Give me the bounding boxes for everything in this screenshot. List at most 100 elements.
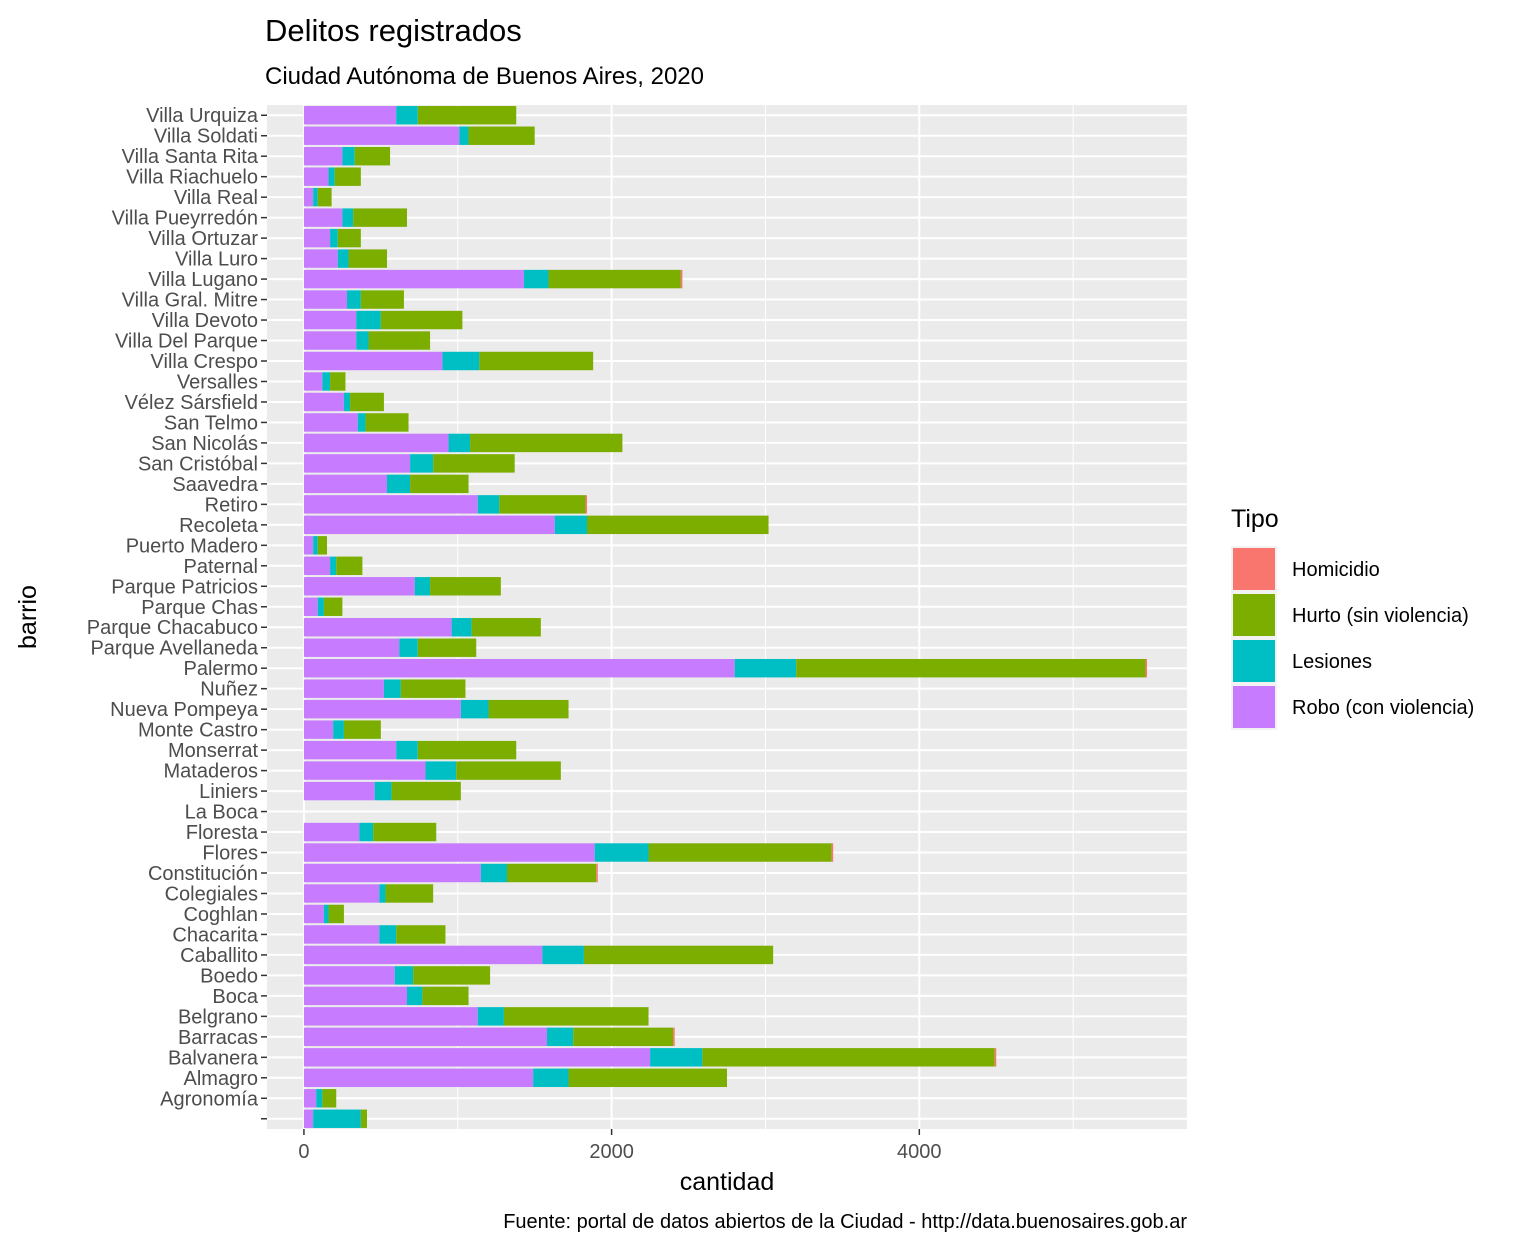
bar-segment	[396, 925, 446, 944]
chart-subtitle: Ciudad Autónoma de Buenos Aires, 2020	[265, 63, 704, 90]
bar-segment	[303, 1027, 547, 1047]
bar-segment	[303, 146, 343, 166]
bar-segment	[303, 822, 360, 842]
bar-segment	[422, 986, 469, 1006]
bar-segment	[399, 638, 418, 657]
bar-segment	[459, 126, 469, 145]
bar-segment	[328, 167, 335, 186]
y-tick-label: Villa Gral. Mitre	[122, 290, 258, 312]
bar-segment	[702, 1048, 995, 1067]
bar-segment	[343, 392, 351, 412]
bar-segment	[407, 986, 423, 1006]
bar-segment	[303, 945, 543, 965]
y-tick-label: Belgrano	[178, 1006, 258, 1028]
y-tick-label: Villa Crespo	[151, 351, 258, 373]
bar-segment	[471, 618, 541, 637]
y-tick-label: Puerto Madero	[126, 535, 258, 557]
x-axis-title: cantidad	[680, 1168, 775, 1196]
bar-segment	[356, 331, 369, 350]
bar-segment	[442, 351, 480, 371]
bar-segment	[303, 884, 380, 903]
bar-segment	[357, 413, 366, 432]
y-tick-label: Villa Luro	[175, 249, 258, 271]
bar-segment	[410, 474, 469, 494]
bar-segment	[303, 781, 375, 801]
y-tick-label: Villa Real	[174, 187, 258, 209]
bar-segment	[323, 904, 329, 924]
legend-label: Hurto (sin violencia)	[1292, 605, 1469, 627]
bar-segment	[417, 638, 477, 657]
y-tick-label: Villa Riachuelo	[126, 167, 258, 189]
bar-segment	[303, 597, 318, 616]
bar-segment	[303, 577, 415, 596]
bar-segment	[322, 372, 331, 391]
bar-segment	[374, 781, 392, 801]
y-tick-label: Villa Pueyrredón	[112, 208, 258, 230]
bar-segment	[303, 556, 331, 576]
bar-segment	[317, 187, 332, 207]
bar-segment	[410, 454, 434, 473]
y-tick-label: Villa Devoto	[152, 310, 258, 332]
y-tick-label: Caballito	[180, 945, 258, 967]
y-tick-label: Parque Chas	[141, 597, 258, 619]
y-tick-label: Monserrat	[168, 740, 258, 762]
bar-segment	[303, 474, 387, 494]
bar-segment	[303, 761, 426, 780]
bar-segment	[353, 208, 407, 227]
bar-segment	[303, 699, 461, 719]
bar-segment	[379, 925, 397, 944]
y-tick-label: Boedo	[200, 965, 258, 987]
bar-segment	[313, 1109, 361, 1128]
legend-swatch	[1233, 594, 1275, 636]
bar-segment	[303, 679, 384, 698]
bar-segment	[303, 126, 460, 145]
bar-segment	[313, 187, 318, 207]
bar-segment	[460, 699, 489, 719]
bar-segment	[413, 966, 491, 985]
legend-items: Homicidio Hurto (sin violencia) Lesiones Ro…	[1231, 546, 1474, 730]
bar-segment	[356, 310, 381, 330]
bar-segment	[336, 556, 363, 576]
bar-segment	[499, 495, 586, 514]
y-tick-label: San Telmo	[164, 412, 258, 434]
bar-segment	[394, 966, 414, 985]
bar-segment	[479, 351, 594, 371]
bar-segment	[451, 618, 472, 637]
y-tick-label: Barracas	[178, 1027, 258, 1049]
bar-segment	[387, 474, 411, 494]
bar-segment	[433, 454, 515, 473]
bar-segment	[417, 740, 517, 760]
bar-segment	[396, 106, 418, 125]
chart-title: Delitos registrados	[265, 13, 522, 48]
bar-segment	[348, 249, 387, 268]
bar-segment	[396, 740, 418, 760]
bar-segment	[303, 187, 314, 207]
bar-segment	[303, 925, 380, 944]
y-tick-label: Boca	[212, 986, 258, 1008]
bar-segment	[337, 249, 349, 268]
y-tick-label: Saavedra	[172, 474, 258, 496]
bar-segment	[596, 863, 598, 883]
bar-segment	[573, 1027, 674, 1047]
bar-segment	[303, 904, 324, 924]
bar-segment	[414, 577, 431, 596]
y-tick-label: Parque Patricios	[111, 576, 258, 598]
y-tick-label: San Cristóbal	[138, 453, 258, 475]
bar-segment	[303, 638, 400, 657]
bar-segment	[1145, 658, 1147, 678]
bar-segment	[547, 1027, 574, 1047]
bar-segment	[648, 843, 832, 862]
bar-segment	[554, 515, 587, 535]
bar-segment	[303, 658, 735, 678]
bar-segment	[480, 863, 507, 883]
bar-segment	[303, 720, 334, 739]
y-axis-title: barrio	[14, 585, 42, 649]
y-tick-label: Villa Soldati	[154, 126, 258, 148]
bar-segment	[322, 1089, 337, 1108]
bar-segment	[303, 208, 343, 227]
bar-segment	[334, 167, 361, 186]
legend-label: Robo (con violencia)	[1292, 697, 1474, 719]
bar-segment	[342, 208, 354, 227]
bar-segment	[303, 843, 595, 862]
bar-segment	[365, 413, 409, 432]
